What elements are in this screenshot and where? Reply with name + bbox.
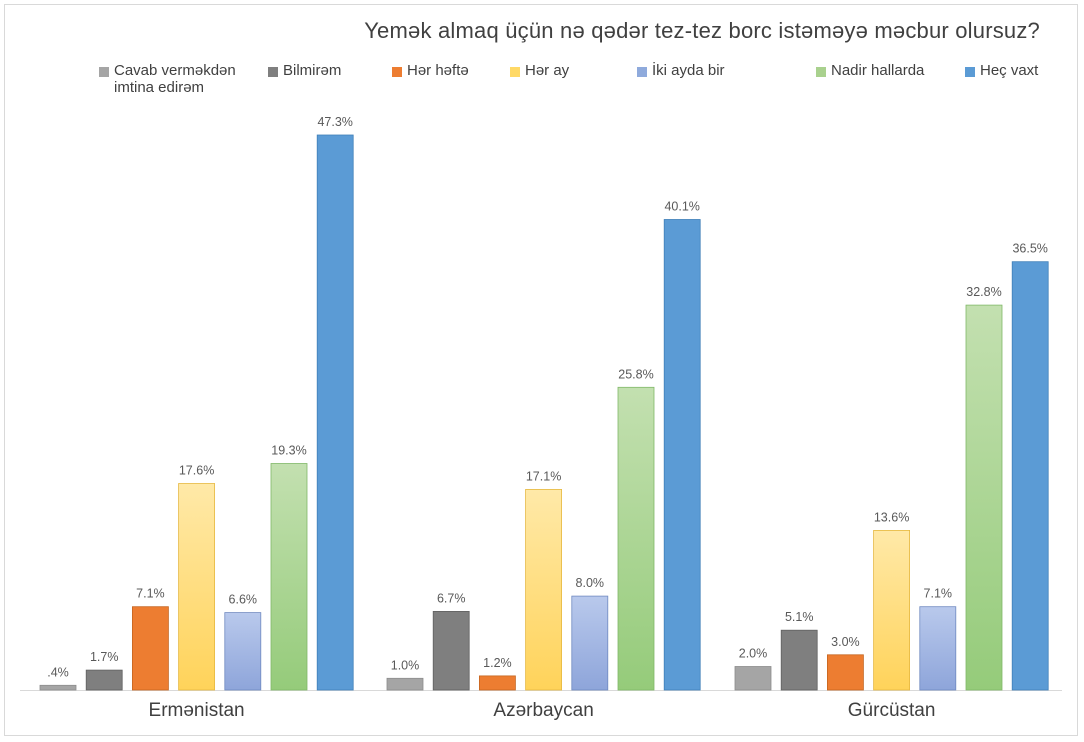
bar <box>965 304 1003 691</box>
legend-label: Hər ay <box>525 62 570 79</box>
bar <box>827 654 864 691</box>
chart-title: Yemək almaq üçün nə qədər tez-tez borc i… <box>364 18 1040 43</box>
data-label: 7.1% <box>924 587 953 601</box>
legend-item: İki ayda bir <box>637 62 725 79</box>
data-label: 1.2% <box>483 656 512 670</box>
bar <box>525 488 562 691</box>
bar <box>85 669 123 691</box>
category-label: Gürcüstan <box>848 700 936 721</box>
legend-label: Cavab verməkdən imtina edirəm <box>114 62 236 96</box>
bar <box>39 684 77 691</box>
data-label: 3.0% <box>831 635 860 649</box>
legend-item: Bilmirəm <box>268 62 341 79</box>
data-label: 1.0% <box>391 658 420 672</box>
bar <box>919 606 957 691</box>
data-label: 47.3% <box>317 115 352 129</box>
bar <box>780 629 818 691</box>
data-label: 25.8% <box>618 367 653 381</box>
data-label: 2.0% <box>739 647 768 661</box>
bar <box>316 134 354 691</box>
legend-swatch <box>816 67 826 77</box>
data-label: 8.0% <box>576 576 605 590</box>
legend-item: Heç vaxt <box>965 62 1038 79</box>
legend-item: Nadir hallarda <box>816 62 924 79</box>
data-label: 7.1% <box>136 587 165 601</box>
bar <box>478 675 516 691</box>
legend-item: Hər həftə <box>392 62 469 79</box>
data-label: 1.7% <box>90 650 119 664</box>
legend-swatch <box>392 67 402 77</box>
data-label: 40.1% <box>664 200 699 214</box>
bar <box>873 530 910 691</box>
legend-swatch <box>965 67 975 77</box>
data-label: 6.6% <box>229 593 258 607</box>
bar <box>1011 261 1049 691</box>
legend-swatch <box>510 67 520 77</box>
bar <box>663 219 701 691</box>
legend-swatch <box>99 67 109 77</box>
legend-item: Cavab verməkdən imtina edirəm <box>99 62 236 96</box>
bar <box>270 463 308 691</box>
bar <box>617 386 655 691</box>
data-label: 13.6% <box>874 510 909 524</box>
legend-label: Nadir hallarda <box>831 62 925 79</box>
data-label: 6.7% <box>437 591 466 605</box>
bar <box>224 612 262 691</box>
legend-swatch <box>268 67 278 77</box>
bar <box>432 611 470 691</box>
bar <box>386 677 424 691</box>
legend-label: Bilmirəm <box>283 62 342 79</box>
data-label: 36.5% <box>1012 242 1047 256</box>
bar <box>178 483 216 691</box>
legend-label: Heç vaxt <box>980 62 1039 79</box>
category-label: Azərbaycan <box>493 700 593 721</box>
data-label: 17.6% <box>179 464 214 478</box>
data-label: 32.8% <box>966 285 1001 299</box>
bar <box>734 666 772 691</box>
data-label: .4% <box>47 665 69 679</box>
data-label: 19.3% <box>271 444 306 458</box>
data-label: 5.1% <box>785 610 814 624</box>
legend-label: Hər həftə <box>407 62 469 79</box>
category-label: Ermənistan <box>149 700 245 721</box>
bar <box>131 606 169 691</box>
data-label: 17.1% <box>526 469 561 483</box>
legend-item: Hər ay <box>510 62 569 79</box>
bar <box>571 595 609 691</box>
legend-swatch <box>637 67 647 77</box>
legend-label: İki ayda bir <box>652 62 725 79</box>
